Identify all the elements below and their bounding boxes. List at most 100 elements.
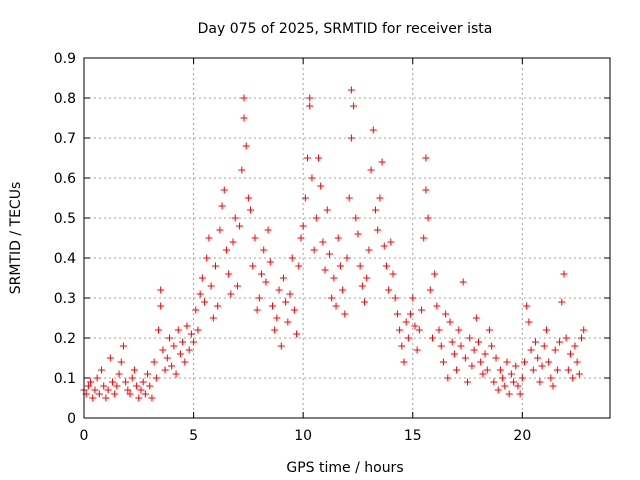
data-point [485,326,493,334]
data-point [325,250,333,258]
data-point [376,194,384,202]
data-point [361,298,369,306]
x-tick-label: 15 [404,428,422,444]
data-point [187,330,195,338]
data-point [536,378,544,386]
data-point [135,394,143,402]
data-point [209,314,217,322]
data-point [315,154,323,162]
data-point [433,302,441,310]
data-point [521,358,529,366]
data-point [553,366,561,374]
data-point [330,274,338,282]
data-point [194,326,202,334]
data-point [518,374,526,382]
y-tick-label: 0.1 [54,371,76,387]
data-point [551,346,559,354]
data-point [299,222,307,230]
data-point [545,358,553,366]
data-point [161,366,169,374]
data-point [378,158,386,166]
data-point [407,310,415,318]
data-point [575,370,583,378]
data-point [240,114,248,122]
data-point [527,346,535,354]
data-point [275,286,283,294]
data-point [87,378,95,386]
data-point [201,298,209,306]
y-tick-label: 0.5 [54,211,76,227]
data-point [481,350,489,358]
data-point [229,238,237,246]
data-point [240,94,248,102]
data-point [560,270,568,278]
data-point [268,302,276,310]
data-point [185,346,193,354]
data-point [159,346,167,354]
grid [84,58,610,418]
data-point [347,134,355,142]
data-point [139,378,147,386]
data-point [531,338,539,346]
data-point [111,390,119,398]
data-point [203,254,211,262]
data-point [442,310,450,318]
data-point [350,102,358,110]
data-point [439,358,447,366]
data-point [146,382,154,390]
data-point [343,254,351,262]
data-point [190,338,198,346]
data-point [286,290,294,298]
data-point [334,234,342,242]
data-point [222,246,230,254]
data-point [264,226,272,234]
data-point [266,258,274,266]
data-point [304,154,312,162]
data-point [339,286,347,294]
data-point [124,386,132,394]
data-point [393,310,401,318]
data-point [409,294,417,302]
data-point [242,142,250,150]
data-points [80,86,588,402]
data-point [525,318,533,326]
data-point [247,206,255,214]
data-point [507,370,515,378]
data-point [382,262,390,270]
data-point [100,382,108,390]
chart-title: Day 075 of 2025, SRMTID for receiver ist… [198,21,493,37]
data-point [580,326,588,334]
data-point [319,238,327,246]
data-point [119,342,127,350]
data-point [212,262,219,270]
data-point [468,362,476,370]
data-point [479,370,487,378]
data-point [317,182,325,190]
data-point [176,350,184,358]
data-point [402,318,410,326]
data-point [514,382,522,390]
data-point [437,342,445,350]
data-point [306,94,314,102]
data-point [358,282,366,290]
data-point [157,286,165,294]
data-point [490,378,498,386]
data-point [253,306,261,314]
data-point [117,358,125,366]
data-point [332,302,340,310]
data-point [207,282,215,290]
data-point [424,214,432,222]
data-point [179,338,187,346]
data-point [238,166,246,174]
y-tick-label: 0 [67,411,76,427]
data-point [510,378,518,386]
data-point [293,330,301,338]
data-point [354,230,362,238]
data-point [389,270,397,278]
data-point [540,342,548,350]
data-point [578,334,586,342]
data-point [431,270,439,278]
data-point [448,338,456,346]
data-point [89,394,97,402]
